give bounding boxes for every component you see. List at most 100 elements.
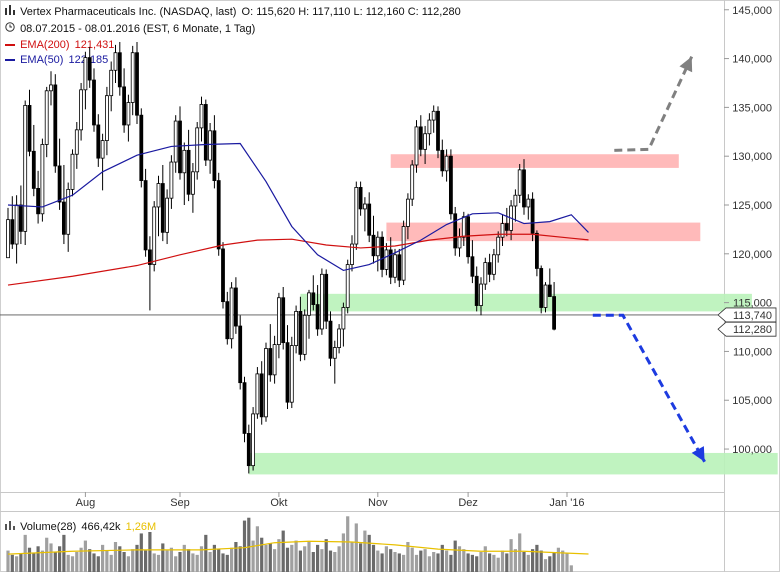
candle-body <box>259 373 264 418</box>
period-line: 08.07.2015 - 08.01.2016 (EST, 6 Monate, … <box>5 22 257 36</box>
volume-bar <box>131 549 135 572</box>
volume-icon <box>5 521 18 533</box>
candle-body <box>504 223 509 231</box>
candle-body <box>186 149 191 195</box>
candle-body <box>319 273 324 330</box>
candle-body <box>139 114 144 181</box>
candle-body <box>285 342 290 403</box>
candle-body <box>233 287 238 327</box>
candle-body <box>225 301 230 340</box>
volume-bar <box>518 533 522 572</box>
volume-bar <box>70 556 75 572</box>
volume-bar <box>543 559 548 572</box>
candle-body <box>281 297 286 344</box>
volume-bar <box>350 542 354 572</box>
volume-legend: Volume(28) 466,42k 1,26M <box>5 520 158 534</box>
x-tick-label: Aug <box>76 497 96 509</box>
volume-bar <box>526 554 530 572</box>
candle-body <box>113 52 118 71</box>
y-tick-label: 105,000 <box>732 395 772 407</box>
candle-body <box>31 150 36 189</box>
candle-body <box>96 124 101 159</box>
candle-body <box>479 283 483 306</box>
candle-body <box>242 382 247 434</box>
volume-value: 466,42k <box>81 521 121 533</box>
volume-bar <box>148 532 152 572</box>
volume-bar <box>552 552 556 572</box>
candle-body <box>448 155 453 215</box>
volume-bar <box>531 549 535 572</box>
x-tick-label: Jan '16 <box>549 497 584 509</box>
bearish-scenario-arrowhead <box>691 446 705 462</box>
candle-body <box>14 204 19 245</box>
candle-body <box>109 69 114 97</box>
volume-bar <box>522 552 526 572</box>
candle-body <box>431 110 436 121</box>
volume-bar <box>27 547 32 572</box>
candle-body <box>350 243 354 265</box>
instrument-title-line: Vertex Pharmaceuticals Inc. (NASDAQ, las… <box>5 5 463 19</box>
volume-bar <box>96 556 100 572</box>
candle-body <box>414 126 419 166</box>
candle-body <box>66 188 71 235</box>
volume-bar <box>152 553 156 572</box>
volume-bar <box>354 523 358 572</box>
candle-body <box>500 223 505 238</box>
volume-bar <box>453 540 457 572</box>
volume-bar <box>328 550 333 572</box>
volume-bar <box>410 547 414 572</box>
volume-bar <box>62 534 66 572</box>
volume-bar <box>492 554 496 572</box>
volume-bar <box>212 544 216 572</box>
candle-body <box>345 264 350 308</box>
volume-bar <box>101 544 105 572</box>
candle-body <box>328 320 333 359</box>
candle-body <box>384 249 389 270</box>
volume-label: Volume(28) <box>20 521 77 533</box>
volume-bar <box>311 552 315 572</box>
volume-bar <box>58 546 62 572</box>
volume-bar <box>53 552 57 572</box>
volume-bar <box>462 549 466 572</box>
volume-bar <box>88 549 92 572</box>
volume-bar <box>488 553 492 572</box>
candle-body <box>453 213 458 249</box>
candle-body <box>264 348 268 418</box>
volume-bar <box>277 539 281 572</box>
candle-body <box>105 95 109 141</box>
volume-bar <box>513 549 517 572</box>
x-tick-label: Okt <box>270 497 287 509</box>
volume-bar <box>126 556 130 572</box>
volume-bar <box>156 554 161 572</box>
candle-body <box>156 183 161 208</box>
volume-bar <box>320 549 324 572</box>
candle-body <box>405 198 410 227</box>
candle-body <box>268 348 273 376</box>
volume-bar <box>294 540 298 572</box>
candle-body <box>152 206 157 265</box>
candle-body <box>436 110 440 151</box>
candle-body <box>522 169 526 208</box>
volume-bar <box>178 552 182 572</box>
candle-body <box>307 292 311 316</box>
volume-bar <box>402 554 406 572</box>
candle-body <box>341 307 346 330</box>
ema200-value: 121,431 <box>74 39 115 51</box>
volume-bar <box>333 552 337 572</box>
volume-bar <box>105 550 109 572</box>
candle-body <box>182 149 187 174</box>
support-zone-2 <box>300 293 752 312</box>
candle-body <box>190 171 195 195</box>
volume-bar <box>15 556 19 572</box>
candle-body <box>315 304 320 330</box>
price-label-box <box>717 321 777 337</box>
candle-body <box>530 198 535 234</box>
candle-body <box>130 52 135 103</box>
volume-bar <box>169 547 173 572</box>
volume-bar <box>109 554 113 572</box>
candle-body <box>100 140 105 159</box>
candle-body <box>311 292 316 305</box>
candle-body <box>18 204 23 232</box>
volume-bar <box>384 546 388 572</box>
